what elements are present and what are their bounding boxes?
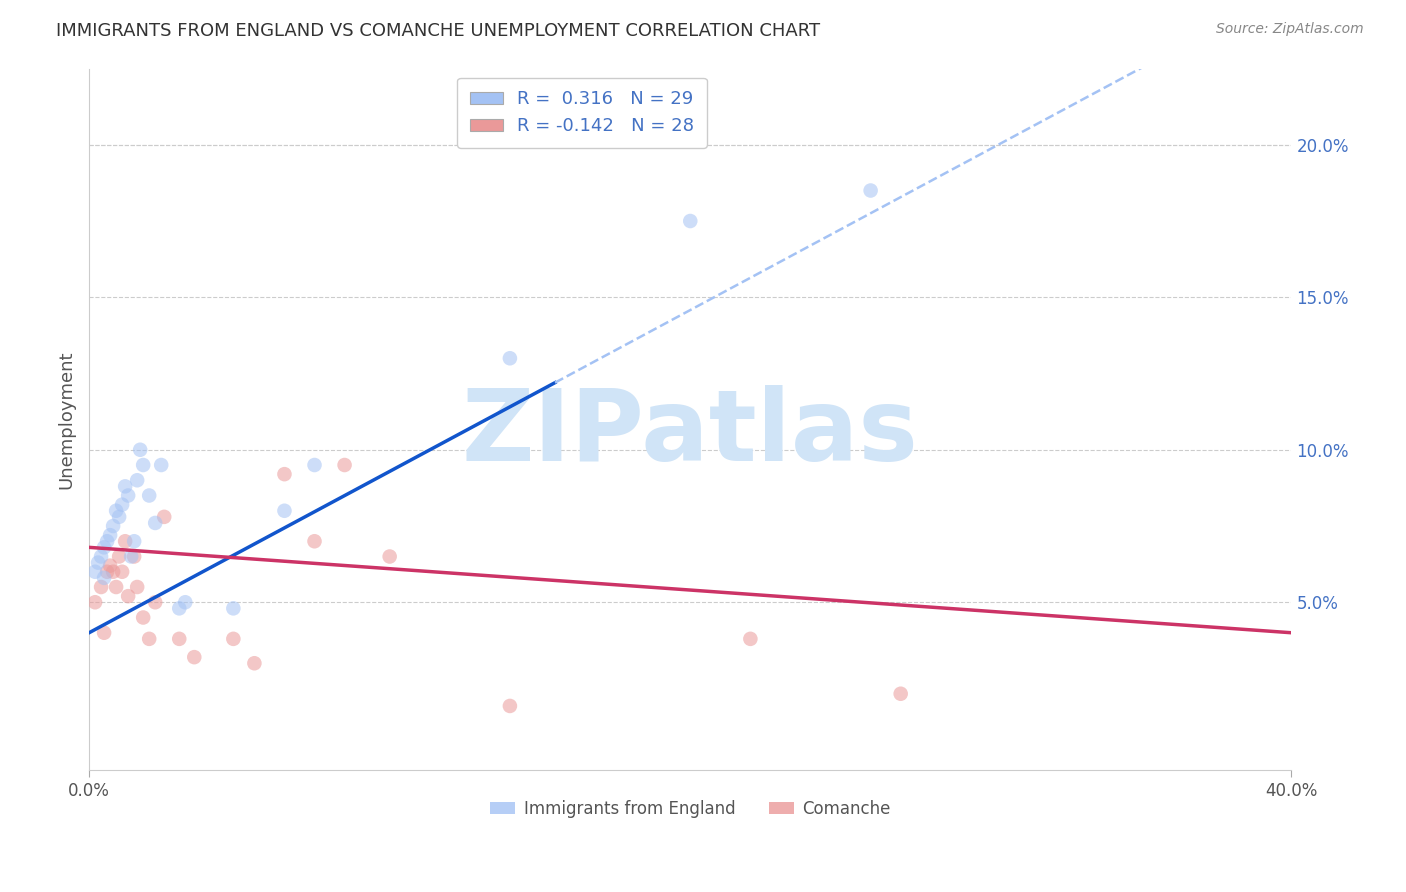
Point xyxy=(890,687,912,701)
Point xyxy=(138,489,160,503)
Point xyxy=(122,534,145,549)
Point xyxy=(138,632,160,646)
Y-axis label: Unemployment: Unemployment xyxy=(58,350,75,489)
Point xyxy=(120,549,142,564)
Point xyxy=(84,595,107,609)
Point xyxy=(93,571,115,585)
Point xyxy=(273,467,295,482)
Point xyxy=(143,595,166,609)
Point xyxy=(105,580,128,594)
Text: Source: ZipAtlas.com: Source: ZipAtlas.com xyxy=(1216,22,1364,37)
Point xyxy=(101,519,124,533)
Point xyxy=(167,601,190,615)
Point xyxy=(174,595,197,609)
Point xyxy=(111,498,134,512)
Point xyxy=(679,214,702,228)
Point xyxy=(143,516,166,530)
Point xyxy=(127,473,149,487)
Text: IMMIGRANTS FROM ENGLAND VS COMANCHE UNEMPLOYMENT CORRELATION CHART: IMMIGRANTS FROM ENGLAND VS COMANCHE UNEM… xyxy=(56,22,820,40)
Point xyxy=(150,458,173,472)
Point xyxy=(111,565,134,579)
Point xyxy=(87,556,110,570)
Point xyxy=(117,489,139,503)
Text: ZIPatlas: ZIPatlas xyxy=(461,384,918,482)
Point xyxy=(859,184,882,198)
Point xyxy=(122,549,145,564)
Point xyxy=(117,589,139,603)
Point xyxy=(96,565,118,579)
Point xyxy=(93,625,115,640)
Point xyxy=(132,610,155,624)
Point xyxy=(222,601,245,615)
Point xyxy=(153,509,176,524)
Point xyxy=(304,458,326,472)
Point xyxy=(108,509,131,524)
Point xyxy=(273,504,295,518)
Point xyxy=(243,657,266,671)
Point xyxy=(378,549,401,564)
Point xyxy=(90,549,112,564)
Point xyxy=(129,442,152,457)
Point xyxy=(90,580,112,594)
Point xyxy=(84,565,107,579)
Point xyxy=(740,632,762,646)
Point xyxy=(183,650,205,665)
Point xyxy=(105,504,128,518)
Point xyxy=(98,528,121,542)
Point xyxy=(114,534,136,549)
Point xyxy=(167,632,190,646)
Point xyxy=(114,479,136,493)
Legend: Immigrants from England, Comanche: Immigrants from England, Comanche xyxy=(484,794,897,825)
Point xyxy=(333,458,356,472)
Point xyxy=(132,458,155,472)
Point xyxy=(98,558,121,573)
Point xyxy=(222,632,245,646)
Point xyxy=(499,351,522,366)
Point xyxy=(304,534,326,549)
Point xyxy=(127,580,149,594)
Point xyxy=(93,541,115,555)
Point xyxy=(101,565,124,579)
Point xyxy=(499,698,522,713)
Point xyxy=(108,549,131,564)
Point xyxy=(96,534,118,549)
